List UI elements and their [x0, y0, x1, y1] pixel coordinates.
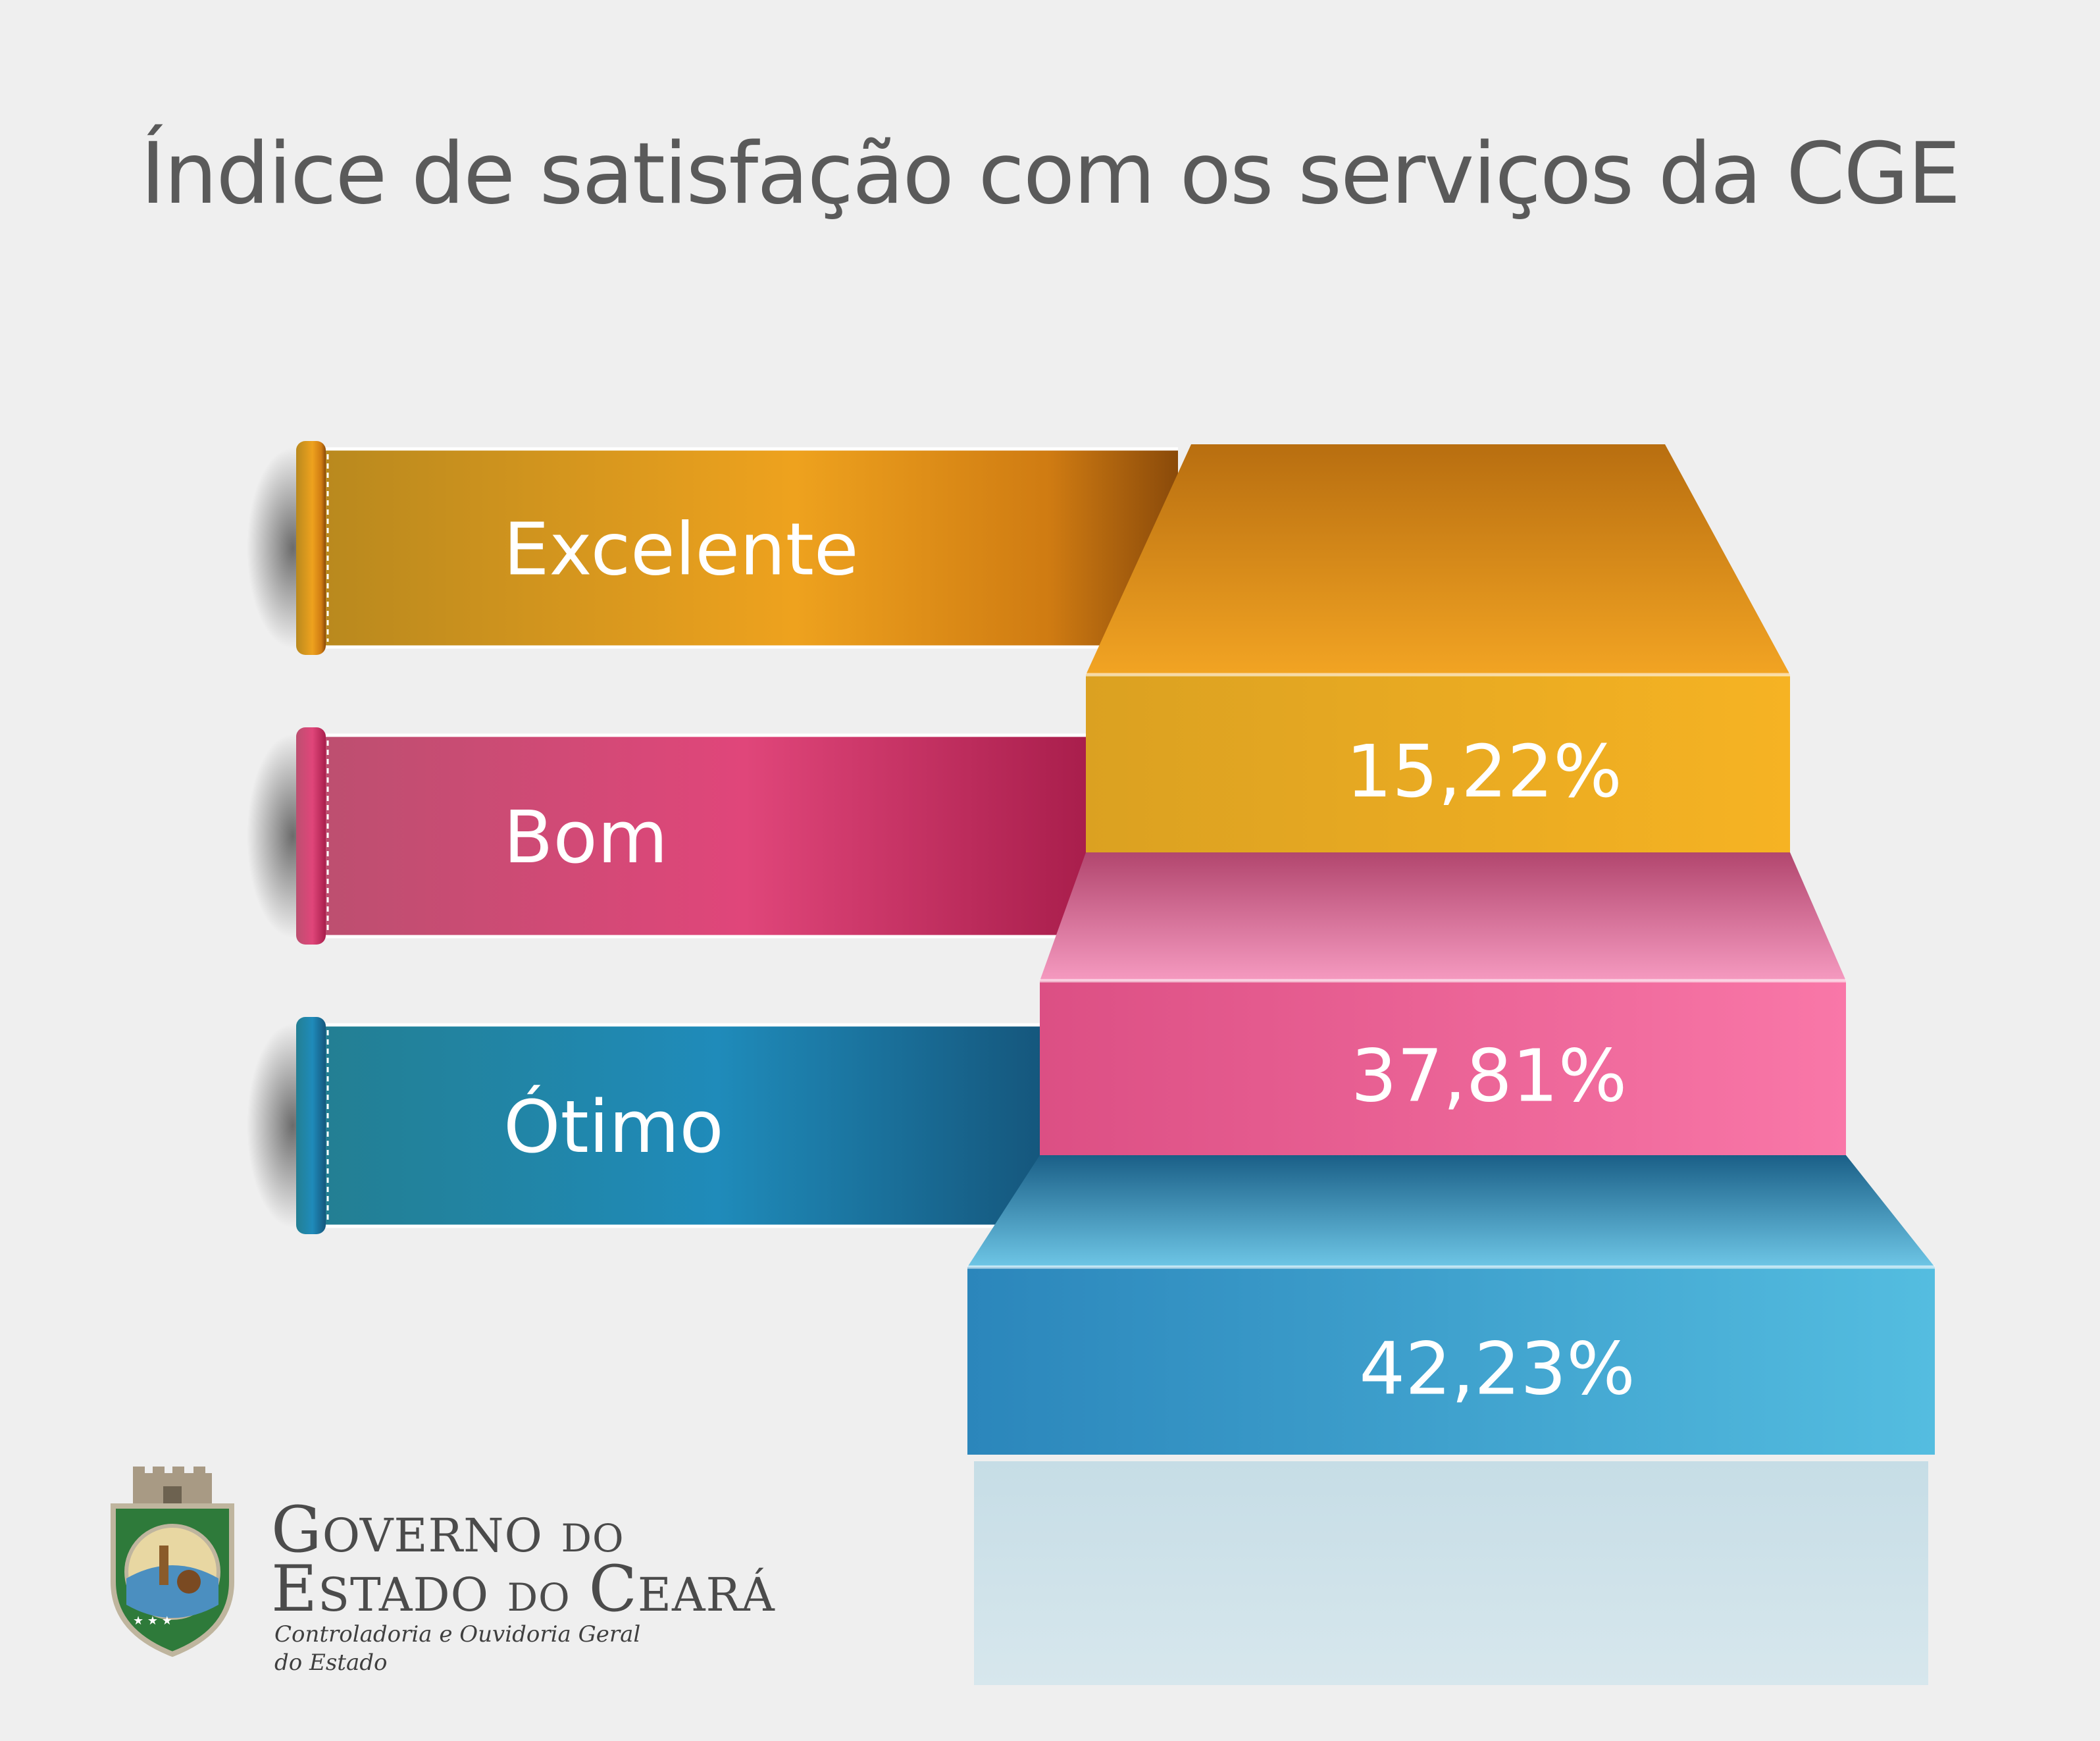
- brand-subtitle-2: do Estado: [274, 1650, 388, 1676]
- category-label-excelente: Excelente: [503, 507, 859, 592]
- ribbon-roll-otimo: [296, 1017, 326, 1234]
- step-top-bom: [1040, 852, 1846, 981]
- chart-title: Índice de satisfação com os serviços da …: [140, 125, 1960, 223]
- government-logo: ★ ★ ★ GOVERNO DO ESTADO DO CEARÁ Control…: [107, 1467, 831, 1684]
- svg-text:★ ★ ★: ★ ★ ★: [133, 1614, 172, 1628]
- value-label-otimo: 42,23%: [1359, 1327, 1635, 1411]
- ribbon-excelente: [326, 448, 1178, 648]
- brand-line-1: GOVERNO DO: [271, 1493, 625, 1567]
- brand-subtitle-1: Controladoria e Ouvidoria Geral: [274, 1621, 641, 1648]
- ribbon-otimo: [326, 1024, 1040, 1228]
- ribbon-bom: [326, 734, 1086, 938]
- step-bar-excelente: [1086, 675, 1790, 852]
- step-top-excelente: [1086, 444, 1790, 675]
- state-coat-of-arms-icon: ★ ★ ★: [111, 1467, 234, 1657]
- value-label-excelente: 15,22%: [1346, 729, 1622, 814]
- step-reflection: [974, 1461, 1928, 1685]
- ribbon-roll-bom: [296, 727, 326, 945]
- value-label-bom: 37,81%: [1351, 1034, 1627, 1118]
- brand-line-2: ESTADO DO CEARÁ: [271, 1552, 775, 1626]
- category-label-otimo: Ótimo: [503, 1085, 724, 1169]
- step-bar-otimo: [967, 1267, 1935, 1455]
- step-top-otimo: [967, 1155, 1935, 1267]
- step-bar-bom: [1040, 981, 1846, 1155]
- category-label-bom: Bom: [503, 795, 668, 879]
- ribbon-roll-excelente: [296, 441, 326, 655]
